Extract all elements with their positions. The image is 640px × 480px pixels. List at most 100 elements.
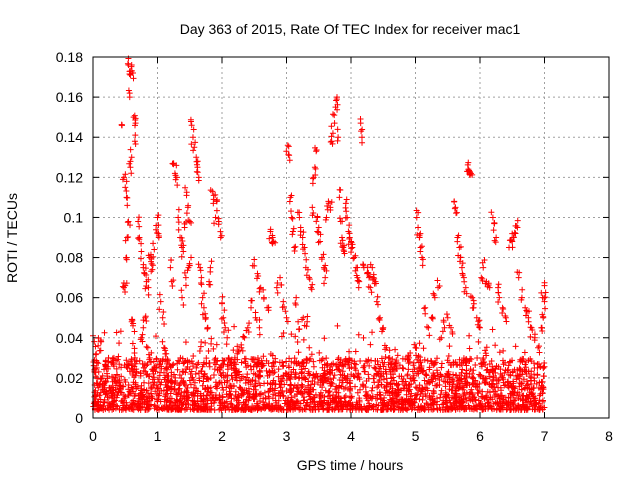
data-point (279, 392, 286, 399)
data-point (540, 364, 547, 371)
data-point (203, 375, 210, 382)
data-point (381, 342, 388, 349)
data-point (538, 324, 545, 331)
data-point (239, 347, 246, 354)
data-point (322, 274, 329, 281)
data-point (130, 75, 137, 82)
data-point (128, 67, 135, 74)
data-point (387, 405, 394, 412)
data-point (266, 235, 273, 242)
data-point (292, 333, 299, 340)
data-point (289, 228, 296, 235)
data-point (107, 404, 114, 411)
y-tick-label: 0.16 (56, 89, 83, 105)
data-point (223, 341, 230, 348)
data-point (141, 396, 148, 403)
data-point (202, 316, 209, 323)
data-point (490, 227, 497, 234)
data-point (284, 318, 291, 325)
data-point (248, 366, 255, 373)
data-point (491, 384, 498, 391)
data-point (341, 394, 348, 401)
data-point (298, 384, 305, 391)
data-point (105, 359, 112, 366)
data-point (367, 261, 374, 268)
data-points (90, 55, 549, 413)
data-point (186, 377, 193, 384)
data-point (231, 354, 238, 361)
data-point (122, 378, 129, 385)
data-point (469, 406, 476, 413)
data-point (452, 204, 459, 211)
data-point (336, 367, 343, 374)
data-point (178, 405, 185, 412)
data-point (184, 384, 191, 391)
data-point (176, 372, 183, 379)
data-point (365, 371, 372, 378)
data-point (148, 349, 155, 356)
data-point (106, 384, 113, 391)
data-point (300, 374, 307, 381)
data-point (279, 363, 286, 370)
data-point (157, 381, 164, 388)
data-point (137, 336, 144, 343)
data-point (321, 280, 328, 287)
data-point (95, 342, 102, 349)
data-point (131, 138, 138, 145)
data-point (156, 291, 163, 298)
data-point (182, 339, 189, 346)
data-point (143, 371, 150, 378)
data-point (135, 392, 142, 399)
x-tick-label: 8 (605, 428, 613, 444)
data-point (269, 234, 276, 241)
data-point (421, 305, 428, 312)
data-point (100, 386, 107, 393)
data-point (436, 282, 443, 289)
data-point (111, 378, 118, 385)
data-point (273, 284, 280, 291)
data-point (168, 385, 175, 392)
data-point (202, 339, 209, 346)
data-point (129, 406, 136, 413)
data-point (125, 87, 132, 94)
data-point (478, 393, 485, 400)
data-point (116, 340, 123, 347)
data-point (458, 376, 465, 383)
data-point (269, 352, 276, 359)
data-point (444, 400, 451, 407)
data-point (409, 402, 416, 409)
data-point (175, 206, 182, 213)
data-point (522, 361, 529, 368)
plot-frame (92, 56, 610, 419)
data-point (141, 386, 148, 393)
data-point (286, 157, 293, 164)
data-point (199, 294, 206, 301)
data-point (121, 362, 128, 369)
data-point (536, 392, 543, 399)
data-point (342, 384, 349, 391)
data-point (366, 404, 373, 411)
data-point (220, 314, 227, 321)
data-point (520, 376, 527, 383)
data-point (123, 254, 130, 261)
data-point (417, 391, 424, 398)
data-point (400, 376, 407, 383)
data-point (103, 363, 110, 370)
data-point (237, 384, 244, 391)
data-point (245, 406, 252, 413)
data-point (337, 240, 344, 247)
data-point (275, 373, 282, 380)
data-point (300, 246, 307, 253)
data-point (313, 218, 320, 225)
data-point (157, 298, 164, 305)
data-point (420, 345, 427, 352)
data-point (404, 371, 411, 378)
data-point (521, 405, 528, 412)
data-point (190, 392, 197, 399)
data-point (247, 363, 254, 370)
data-point (125, 381, 132, 388)
data-point (389, 356, 396, 363)
data-point (309, 212, 316, 219)
data-point (378, 355, 385, 362)
data-point (90, 362, 97, 369)
